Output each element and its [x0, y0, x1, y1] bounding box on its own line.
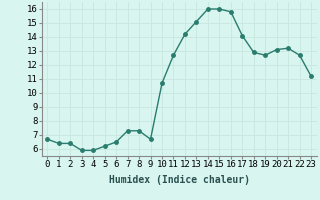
X-axis label: Humidex (Indice chaleur): Humidex (Indice chaleur)	[109, 175, 250, 185]
